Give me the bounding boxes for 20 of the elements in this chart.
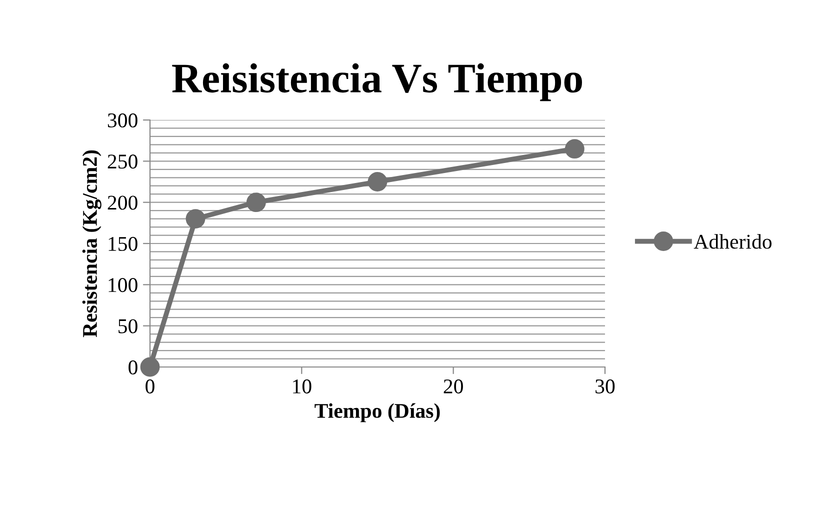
point: [246, 192, 266, 212]
x-tick-label: 0: [146, 379, 154, 394]
x-tick-label: 30: [596, 379, 615, 394]
y-tick-label: 0: [128, 360, 138, 374]
x-tick-label: 20: [444, 379, 463, 394]
y-tick-label: 300: [108, 113, 138, 128]
y-tick-label: 100: [108, 278, 138, 292]
y-tick-label: 250: [108, 154, 138, 169]
y-tick-label: 200: [108, 196, 138, 210]
point: [140, 357, 160, 377]
x-axis-title: Tiempo (Días): [314, 403, 440, 422]
y-axis-title: Resistencia (Kg/cm2): [82, 150, 102, 338]
y-tick-label: 150: [108, 236, 138, 251]
legend-label: Adherido: [694, 234, 772, 249]
x-tick-label: 10: [293, 379, 312, 394]
point: [186, 209, 206, 229]
point: [564, 139, 584, 159]
y-tick-label: 50: [118, 319, 138, 334]
point: [368, 172, 388, 192]
chart-title: Reisistencia Vs Tiempo: [172, 63, 582, 102]
